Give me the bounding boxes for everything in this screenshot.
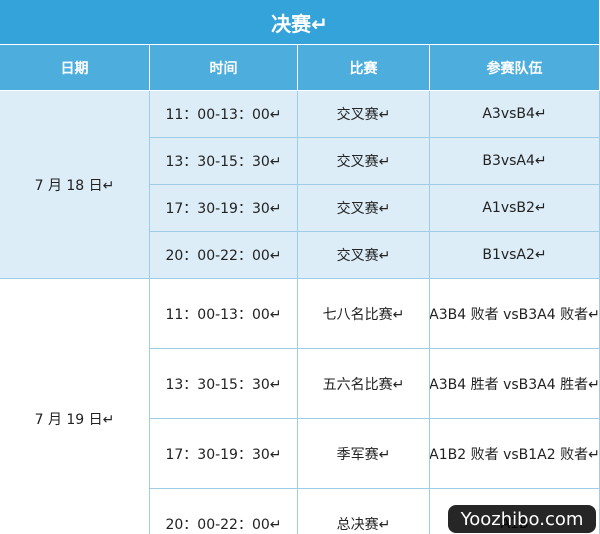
watermark: Yoozhibo.com [448,505,596,533]
teams-cell: A1vsB2↵ [430,185,600,232]
match-cell: 季军赛↵ [298,419,430,489]
match-cell: 交叉赛↵ [298,91,430,138]
match-cell: 交叉赛↵ [298,232,430,279]
teams-cell: B1vsA2↵ [430,232,600,279]
teams-cell: B3vsA4↵ [430,138,600,185]
match-cell: 交叉赛↵ [298,185,430,232]
time-cell: 17：30-19：30↵ [150,185,298,232]
date-cell: 7 月 19 日↵ [0,279,150,534]
teams-cell: A1B2 败者 vsB1A2 败者↵ [430,419,600,489]
header-cell: 参赛队伍 [430,45,600,91]
time-cell: 11：00-13：00↵ [150,279,298,349]
header-cell: 比赛 [298,45,430,91]
teams-cell: A3B4 胜者 vsB3A4 胜者↵ [430,349,600,419]
time-cell: 20：00-22：00↵ [150,232,298,279]
table-title: 决赛↵ [0,0,600,45]
match-cell: 五六名比赛↵ [298,349,430,419]
time-cell: 13：30-15：30↵ [150,349,298,419]
match-cell: 七八名比赛↵ [298,279,430,349]
time-cell: 13：30-15：30↵ [150,138,298,185]
time-cell: 20：00-22：00↵ [150,489,298,534]
time-cell: 17：30-19：30↵ [150,419,298,489]
header-cell: 时间 [150,45,298,91]
header-cell: 日期 [0,45,150,91]
match-cell: 交叉赛↵ [298,138,430,185]
teams-cell: A3B4 败者 vsB3A4 败者↵ [430,279,600,349]
date-cell: 7 月 18 日↵ [0,91,150,279]
match-cell: 总决赛↵ [298,489,430,534]
teams-cell: A3vsB4↵ [430,91,600,138]
time-cell: 11：00-13：00↵ [150,91,298,138]
